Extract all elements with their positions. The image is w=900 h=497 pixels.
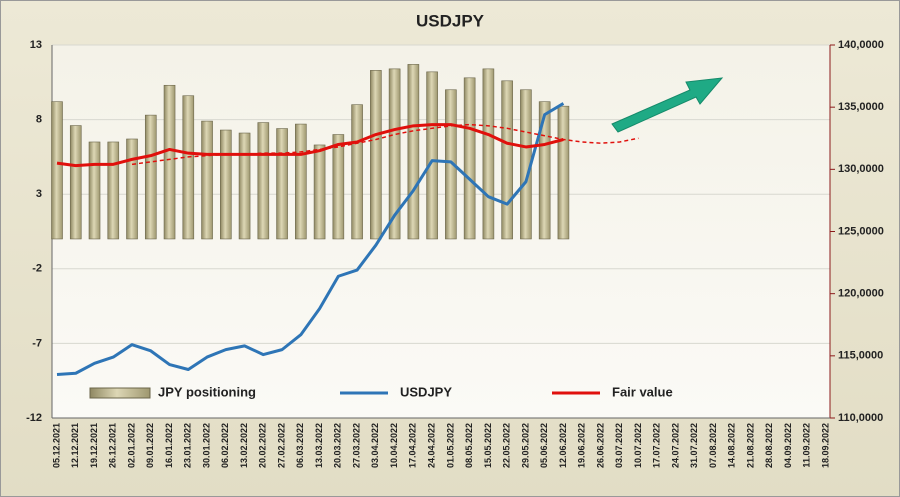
bar [313,144,326,240]
bar [538,101,551,240]
y-tick-label: -2 [32,263,42,275]
x-tick-label: 03.04.2022 [370,423,380,468]
bar [51,101,63,240]
x-tick-label: 04.09.2022 [783,423,793,468]
x-tick-label: 03.07.2022 [614,423,624,468]
bar [426,71,438,240]
y2-tick-label: 135,0000 [838,101,884,113]
x-tick-label: 31.07.2022 [689,423,699,468]
y-tick-label: -12 [26,412,42,424]
y2-tick-label: 130,0000 [838,163,884,175]
x-tick-label: 24.07.2022 [670,423,680,468]
x-tick-label: 05.12.2021 [51,423,61,468]
bar [220,129,232,240]
legend-label: USDJPY [400,384,452,399]
x-tick-label: 02.01.2022 [126,423,136,468]
x-tick-label: 17.04.2022 [408,423,418,468]
x-tick-label: 12.12.2021 [70,423,80,468]
y-tick-label: 13 [30,39,42,51]
x-tick-label: 07.08.2022 [708,423,718,468]
bar [351,104,363,240]
x-tick-label: 06.03.2022 [295,423,305,468]
x-tick-label: 10.07.2022 [633,423,643,468]
y-tick-label: 3 [36,188,42,200]
bar [126,138,138,240]
bar [482,68,495,240]
x-tick-label: 23.01.2022 [183,423,193,468]
x-tick-label: 09.01.2022 [145,423,155,468]
line [56,123,564,168]
y2-tick-label: 120,0000 [838,288,884,300]
bar [370,70,382,240]
bar [388,68,401,240]
bar [501,80,513,240]
legend-label: Fair value [612,384,673,399]
x-tick-label: 12.06.2022 [558,423,568,468]
bar [276,128,288,240]
x-tick-label: 13.02.2022 [239,423,249,468]
bar [257,122,270,240]
x-tick-label: 24.04.2022 [426,423,436,468]
line [56,102,565,376]
bar [201,120,213,240]
x-tick-label: 13.03.2022 [314,423,324,468]
bar [107,141,120,240]
bar [332,134,345,240]
x-tick-label: 16.01.2022 [164,423,174,468]
legend-swatch [89,387,151,399]
legend-label: JPY positioning [158,384,256,399]
layer: 13 8 3 -2 -7 -12 140,0000 135,0000 130,0000 125,0… [26,39,884,468]
x-tick-label: 06.02.2022 [220,423,230,468]
x-tick-label: 26.12.2021 [108,423,118,468]
y-tick-label: -7 [32,337,42,349]
x-tick-label: 20.02.2022 [258,423,268,468]
x-tick-label: 21.08.2022 [745,423,755,468]
x-tick-label: 22.05.2022 [502,423,512,468]
bar [295,123,307,240]
trend-arrow [611,77,724,133]
bar [144,114,157,240]
x-tick-label: 30.01.2022 [201,423,211,468]
y2-tick-label: 115,0000 [838,350,883,362]
x-tick-label: 11.09.2022 [802,423,812,468]
y2-tick-label: 110,0000 [838,412,883,424]
x-tick-label: 17.07.2022 [652,423,662,468]
x-tick-label: 14.08.2022 [727,423,737,468]
x-tick-label: 18.09.2022 [820,423,830,468]
x-tick-label: 19.06.2022 [577,423,587,468]
x-tick-label: 29.05.2022 [520,423,530,468]
plot-area [52,45,830,418]
x-tick-label: 15.05.2022 [483,423,493,468]
bar [69,125,82,240]
bar [238,132,251,240]
bar [182,95,195,240]
x-tick-label: 08.05.2022 [464,423,474,468]
bar [407,64,420,240]
chart-title: USDJPY [416,11,485,30]
bar [88,141,101,240]
x-tick-label: 27.03.2022 [351,423,361,468]
y2-tick-label: 140,0000 [838,39,884,51]
x-tick-label: 10.04.2022 [389,423,399,468]
x-tick-label: 28.08.2022 [764,423,774,468]
x-tick-label: 27.02.2022 [276,423,286,468]
y2-tick-label: 125,0000 [838,225,884,237]
x-tick-label: 05.06.2022 [539,423,549,468]
bar [463,77,476,240]
bar [557,105,570,240]
x-tick-label: 01.05.2022 [445,423,455,468]
x-tick-label: 26.06.2022 [595,423,605,468]
bar [445,89,457,240]
line [131,123,639,166]
x-tick-label: 19.12.2021 [89,423,99,468]
x-tick-label: 20.03.2022 [333,423,343,468]
bar [163,84,176,240]
y-tick-label: 8 [36,114,42,126]
